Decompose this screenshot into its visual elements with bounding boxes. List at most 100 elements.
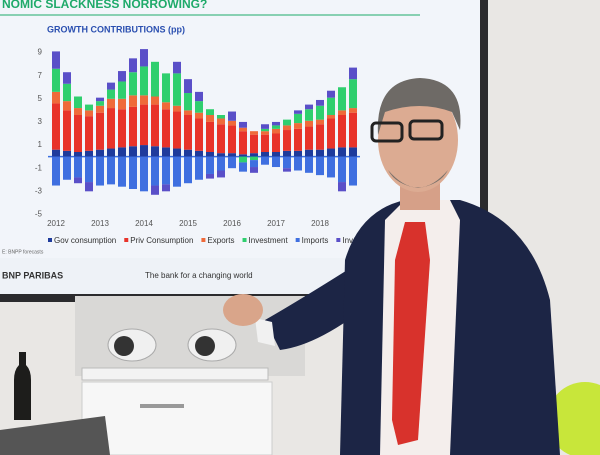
- bar-segment: [294, 150, 302, 157]
- beard: [388, 170, 448, 188]
- bar-segment: [151, 185, 159, 195]
- bar-segment: [239, 154, 247, 157]
- bar-segment: [162, 184, 170, 192]
- bar-segment: [316, 99, 324, 106]
- bar-segment: [349, 147, 357, 157]
- bar-segment: [338, 115, 346, 148]
- bar-segment: [283, 119, 291, 126]
- bar-segment: [261, 156, 269, 165]
- y-tick-label: -3: [35, 186, 43, 195]
- bar-segment: [294, 156, 302, 171]
- bar-segment: [85, 156, 93, 183]
- bar-segment: [349, 156, 357, 186]
- bar-segment: [261, 124, 269, 129]
- wine-bottle: [14, 352, 31, 420]
- bar-segment: [261, 131, 269, 135]
- bar-segment: [206, 121, 214, 152]
- y-tick-label: 7: [38, 71, 43, 80]
- hand: [223, 294, 263, 326]
- bar-segment: [294, 110, 302, 114]
- bar-segment: [74, 177, 82, 184]
- tagline: The bank for a changing world: [145, 271, 253, 280]
- bar-segment: [217, 156, 225, 171]
- bar-segment: [52, 156, 60, 186]
- bar-segment: [239, 131, 247, 155]
- bar-segment: [327, 156, 335, 178]
- bar-segment: [294, 123, 302, 129]
- bar-segment: [327, 118, 335, 149]
- bar-segment: [52, 51, 60, 69]
- y-tick-label: 5: [38, 94, 43, 103]
- bar-segment: [74, 96, 82, 109]
- bar-segment: [96, 112, 104, 150]
- bar-segment: [283, 130, 291, 151]
- bar-segment: [316, 124, 324, 150]
- bar-segment: [305, 149, 313, 157]
- bar-segment: [217, 124, 225, 154]
- bar-segment: [129, 58, 137, 73]
- bar-segment: [74, 152, 82, 157]
- bar-segment: [316, 119, 324, 125]
- bar-segment: [272, 156, 280, 168]
- glasses: [370, 121, 404, 143]
- bar-segment: [338, 182, 346, 192]
- bar-segment: [162, 102, 170, 110]
- x-tick-label: 2016: [223, 219, 241, 228]
- bar-segment: [283, 156, 291, 169]
- x-tick-label: 2018: [311, 219, 329, 228]
- bar-segment: [107, 156, 115, 185]
- bar-segment: [96, 105, 104, 113]
- legend-label: Gov consumption: [54, 236, 116, 245]
- bar-segment: [195, 150, 203, 157]
- bar-segment: [228, 111, 236, 121]
- legend-swatch: [336, 238, 341, 242]
- bar-segment: [217, 170, 225, 178]
- legend-label: Priv Consumption: [130, 236, 193, 245]
- bar-segment: [96, 101, 104, 106]
- bar-segment: [206, 156, 214, 174]
- bar-segment: [305, 109, 313, 121]
- bar-segment: [250, 153, 258, 157]
- bar-segment: [52, 91, 60, 104]
- bar-segment: [173, 73, 181, 106]
- bar-segment: [118, 156, 126, 187]
- bar-segment: [283, 125, 291, 131]
- bar-segment: [195, 91, 203, 102]
- bar-segment: [294, 128, 302, 151]
- cabinet: [81, 381, 273, 455]
- y-tick-label: 3: [38, 117, 43, 126]
- bar-segment: [327, 148, 335, 157]
- chair: [0, 416, 110, 455]
- bar-segment: [217, 118, 225, 125]
- bar-segment: [327, 115, 335, 119]
- bar-segment: [162, 147, 170, 157]
- bar-segment: [140, 156, 148, 192]
- slide-title: NOMIC SLACKNESS NORROWING?: [2, 0, 207, 11]
- x-tick-label: 2012: [47, 219, 65, 228]
- bar-segment: [162, 156, 170, 185]
- bar-segment: [305, 120, 313, 127]
- bar-segment: [63, 156, 71, 180]
- bar-segment: [228, 153, 236, 157]
- bar-segment: [283, 168, 291, 172]
- bar-segment: [272, 152, 280, 157]
- bar-segment: [349, 67, 357, 80]
- bar-segment: [184, 149, 192, 157]
- bar-segment: [316, 105, 324, 120]
- x-tick-label: 2017: [267, 219, 285, 228]
- bar-segment: [151, 96, 159, 105]
- legend-label: Imports: [302, 236, 329, 245]
- bar-segment: [162, 109, 170, 148]
- legend-swatch: [295, 238, 300, 242]
- bar-segment: [151, 156, 159, 186]
- bar-segment: [63, 83, 71, 102]
- bar-segment: [85, 182, 93, 192]
- bar-segment: [173, 111, 181, 149]
- bar-segment: [195, 156, 203, 180]
- bar-segment: [206, 152, 214, 157]
- bar-segment: [305, 104, 313, 110]
- brand: BNP PARIBAS: [2, 270, 63, 280]
- x-tick-label: 2014: [135, 219, 153, 228]
- bar-segment: [96, 156, 104, 186]
- bar-segment: [85, 104, 93, 111]
